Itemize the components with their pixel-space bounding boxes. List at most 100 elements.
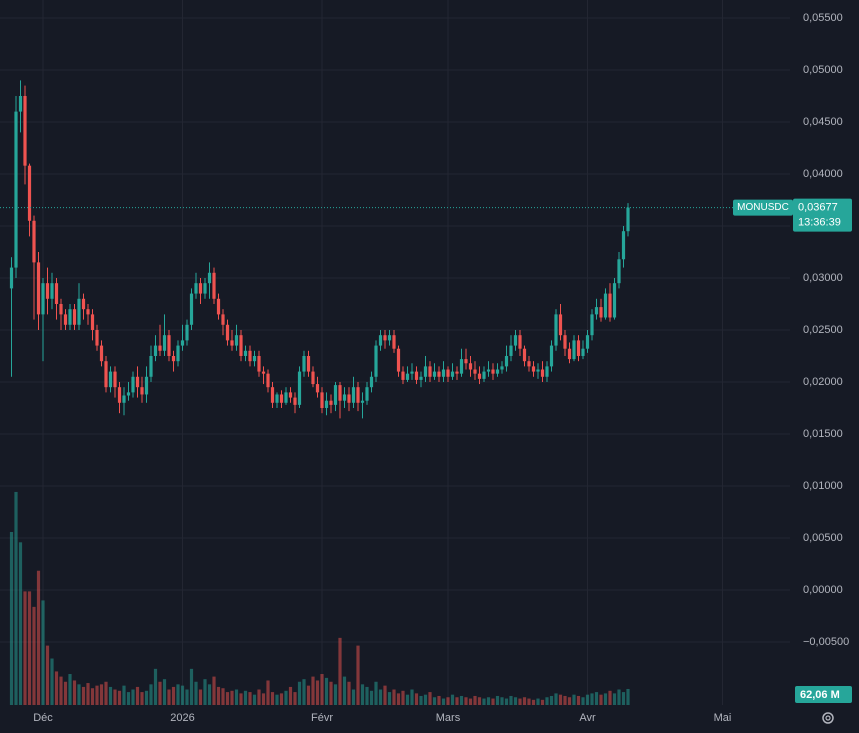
price-box [793,198,852,232]
candle-body [428,366,432,377]
candle-body [459,359,464,374]
candle-body [410,371,414,374]
volume-bar [176,684,180,705]
volume-bar [522,697,527,705]
candle-body [90,314,95,330]
volume-bar [270,692,275,705]
volume-bar [450,694,455,705]
y-tick-label: 0,00500 [803,532,843,544]
candle-body [473,369,477,374]
volume-bar [180,685,185,705]
volume-bar [500,697,504,705]
volume-bar [617,689,621,705]
candle-body [270,387,275,403]
candle-body [41,283,45,315]
candle-body [468,363,473,370]
volume-bar [32,606,36,705]
candle-body [212,272,216,299]
candle-body [347,394,351,403]
volume-bar [509,695,513,705]
candle-body [234,335,239,346]
candle-body [518,335,522,349]
x-tick-label: Févr [311,712,333,724]
candle-body [221,314,225,325]
x-tick-label: Avr [579,712,596,724]
candle-body [419,376,423,380]
volume-bar [288,686,293,705]
volume-bar [536,698,540,705]
candle-body [626,207,630,232]
candle-body [392,335,396,349]
candle-body [257,355,261,372]
volume-bar [347,681,351,705]
candle-body [441,369,446,377]
candle-body [158,345,162,351]
candle-body [558,314,563,336]
volume-bar [567,697,572,705]
x-tick-label: Mars [436,712,461,724]
candle-body [540,369,545,377]
candle-body [149,355,153,377]
volume-bar [464,697,468,705]
y-tick-label: 0,00000 [803,584,843,596]
volume-bar [293,692,297,705]
candle-body [9,267,14,289]
volume-bar [68,674,72,705]
volume-bar [135,686,140,705]
candle-body [608,293,612,318]
volume-bar [329,681,333,705]
volume-bar [401,690,405,705]
volume-bar [612,693,617,705]
candle-body [405,373,410,380]
candle-body [261,371,266,374]
volume-bar [504,698,509,705]
candle-body [45,283,50,299]
volume-bar [77,684,81,705]
candle-body [59,303,63,315]
countdown: 13:36:39 [798,216,841,228]
candle-body [248,350,252,362]
volume-bar [414,693,419,705]
volume-bar [284,690,288,705]
volume-bar [432,697,437,705]
volume-bar [243,690,248,705]
candle-body [437,371,441,377]
settings-icon[interactable] [822,712,834,724]
volume-bar [518,698,522,705]
candle-body [572,340,576,360]
candle-body [414,371,419,380]
candle-body [54,283,59,304]
candle-body [36,262,41,315]
volume-bar [185,689,189,705]
volume-bar [396,693,401,705]
candle-body [27,165,32,221]
volume-bar [203,679,207,705]
volume-bar [221,688,225,705]
y-tick-label: 0,01000 [803,480,843,492]
y-tick-label: 0,04000 [803,168,843,180]
candle-body [63,314,68,325]
candle-body [599,307,603,318]
volume-bar [482,698,486,705]
volume-bar [419,695,423,705]
volume-bar [626,688,630,705]
candle-body [554,314,558,346]
candle-body [500,366,504,370]
candle-body [207,272,212,284]
volume-bar [225,692,230,705]
candle-body [477,373,482,379]
volume-bar [549,695,554,705]
candle-body [306,355,311,372]
candle-body [77,298,81,325]
volume-bar [297,681,302,705]
volume-bar [198,689,203,705]
candle-body [288,392,293,398]
volume-bar [356,645,360,705]
volume-bar [392,689,396,705]
volume-bar [36,570,41,705]
volume-bar [104,681,108,705]
candle-body [99,345,104,362]
volume-bar [468,698,473,705]
symbol-box [733,199,793,216]
volume-bar [279,693,284,705]
